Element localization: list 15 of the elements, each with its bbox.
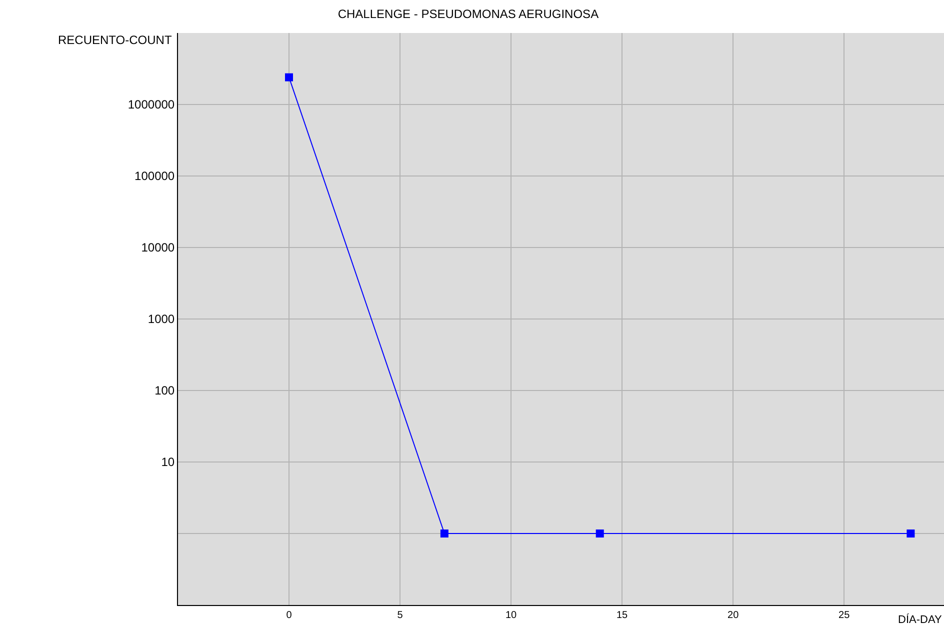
y-tick-label: 100000 (134, 169, 175, 184)
x-axis-title: DÍA-DAY (898, 613, 942, 626)
y-tick-label: 10000 (141, 240, 175, 255)
y-tick-label: 1000 (148, 312, 175, 326)
y-tick-label: 1000000 (128, 98, 175, 112)
x-tick-label: 20 (728, 610, 740, 621)
x-tick-label: 0 (286, 610, 292, 621)
x-tick-label: 25 (838, 610, 850, 621)
chart-title: CHALLENGE - PSEUDOMONAS AERUGINOSA (338, 6, 599, 21)
x-tick-label: 5 (397, 610, 404, 621)
y-tick-label: 100 (154, 384, 175, 398)
x-tick-label: 10 (505, 610, 518, 621)
y-tick-label: 10 (161, 455, 175, 470)
x-tick-label: 15 (616, 610, 628, 621)
y-axis-title: RECUENTO-COUNT (58, 33, 172, 47)
